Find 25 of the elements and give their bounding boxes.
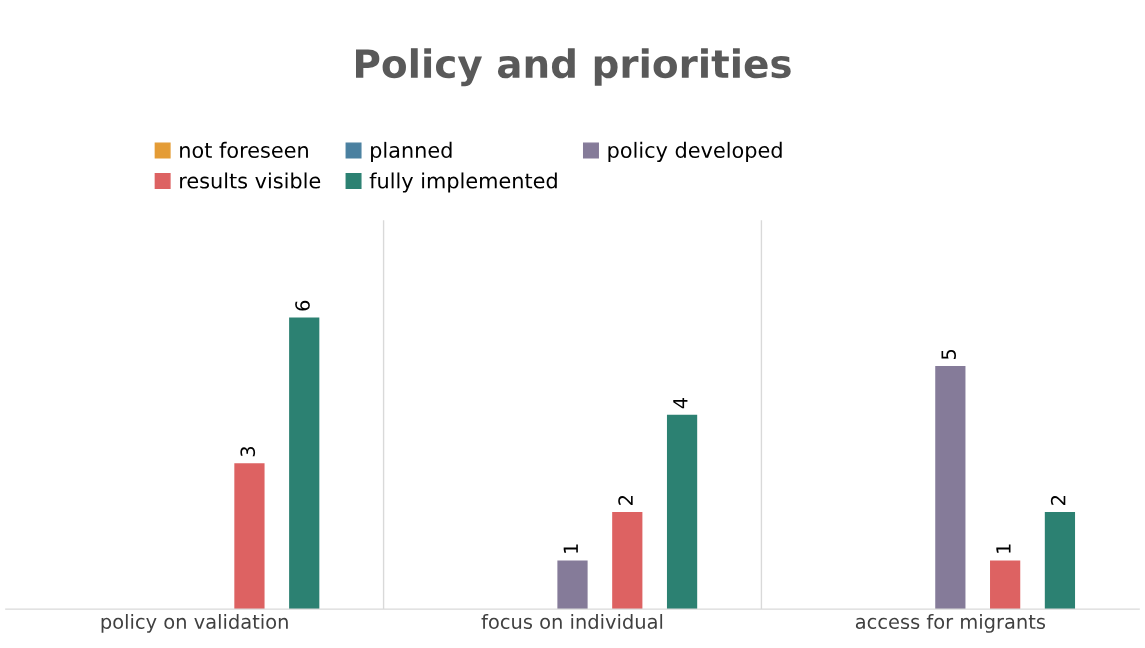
x-tick-label: policy on validation [101, 613, 288, 633]
data-label: 1 [996, 544, 1011, 553]
x-tick-label: focus on individual [481, 613, 663, 630]
data-label: 1 [563, 544, 578, 553]
bar [1044, 511, 1076, 610]
bar [557, 560, 588, 610]
data-label: 4 [673, 397, 688, 409]
legend-label: planned [371, 141, 452, 163]
legend-label: results visible [180, 172, 321, 189]
data-label: 2 [1050, 495, 1066, 505]
chart-title: Policy and priorities [356, 48, 791, 87]
data-label: 5 [941, 349, 956, 360]
legend-label: fully implemented [369, 172, 557, 193]
bar [612, 511, 643, 610]
bar [234, 463, 265, 610]
data-label: 3 [240, 446, 256, 457]
legend-label: policy developed [608, 141, 782, 163]
x-tick-label: access for migrants [855, 613, 1046, 633]
bar [990, 560, 1021, 610]
data-label: 6 [295, 300, 310, 311]
data-label: 2 [618, 495, 633, 505]
bar [935, 366, 966, 610]
bar [666, 414, 698, 610]
bar [289, 317, 320, 610]
legend-label: not foreseen [180, 141, 308, 158]
